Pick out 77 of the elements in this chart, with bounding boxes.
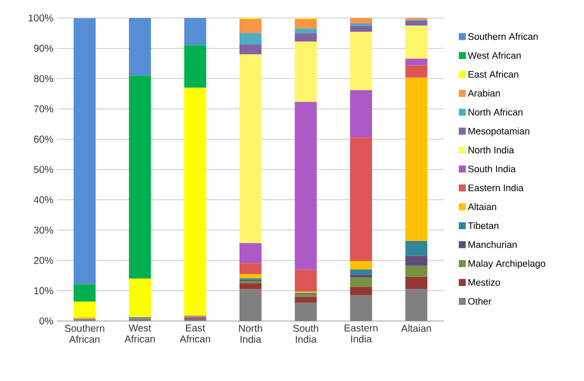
bar bbox=[294, 33, 317, 42]
bar bbox=[239, 263, 262, 274]
bar bbox=[239, 243, 262, 264]
y-tick-label: 60% bbox=[34, 136, 54, 143]
bar bbox=[294, 28, 317, 34]
bar bbox=[128, 278, 151, 318]
bar bbox=[128, 76, 151, 279]
legend-label: North African bbox=[468, 108, 522, 116]
y-tick-label: 10% bbox=[34, 287, 54, 294]
x-tick-label: Southern African bbox=[64, 324, 104, 343]
bar bbox=[405, 256, 428, 266]
bar bbox=[350, 274, 372, 278]
bar bbox=[294, 270, 317, 292]
y-tick-label: 20% bbox=[34, 256, 54, 264]
legend-label: Eastern India bbox=[468, 184, 524, 192]
legend-label: Altaian bbox=[468, 203, 496, 210]
bar bbox=[350, 32, 372, 90]
bar bbox=[239, 283, 262, 290]
y-tick-label: 0% bbox=[39, 317, 54, 325]
x-tick-label: South India bbox=[293, 324, 318, 343]
bar bbox=[294, 18, 317, 29]
bar bbox=[350, 90, 372, 138]
legend-label: Mestizo bbox=[468, 278, 500, 286]
x-tick-label: East African bbox=[180, 324, 210, 342]
bar bbox=[294, 296, 317, 303]
bar bbox=[239, 54, 262, 244]
x-tick-label: Eastern India bbox=[344, 324, 378, 342]
bar bbox=[405, 276, 428, 290]
bar bbox=[239, 274, 262, 278]
y-tick-label: 50% bbox=[34, 166, 54, 174]
legend-label: Tibetan bbox=[468, 222, 498, 230]
legend-label: South India bbox=[468, 165, 516, 172]
bar bbox=[405, 58, 428, 66]
bar bbox=[74, 302, 96, 318]
x-tick-label: Altaian bbox=[401, 324, 431, 332]
y-tick-label: 70% bbox=[34, 105, 54, 112]
bar bbox=[239, 33, 262, 44]
legend-label: West African bbox=[468, 52, 521, 59]
legend-label: North India bbox=[468, 146, 514, 154]
bar bbox=[405, 266, 428, 277]
bar bbox=[128, 18, 151, 76]
bar bbox=[350, 286, 372, 295]
bar bbox=[184, 45, 206, 88]
bar bbox=[239, 44, 262, 54]
y-tick-label: 80% bbox=[34, 75, 54, 82]
legend-label: Manchurian bbox=[468, 240, 517, 248]
bar bbox=[405, 26, 428, 59]
bar bbox=[405, 78, 428, 242]
y-tick-label: 100% bbox=[28, 14, 54, 22]
bar bbox=[350, 26, 372, 32]
bar bbox=[239, 18, 262, 34]
x-tick-label: West African bbox=[124, 324, 155, 342]
bar bbox=[405, 241, 428, 256]
legend-label: Malay Archipelago bbox=[468, 260, 546, 269]
bar bbox=[350, 261, 372, 270]
y-tick-label: 40% bbox=[34, 196, 54, 204]
bar bbox=[294, 42, 317, 102]
bar bbox=[350, 18, 372, 24]
bar bbox=[350, 269, 372, 275]
bar bbox=[405, 21, 428, 26]
bar bbox=[74, 18, 96, 284]
bar bbox=[350, 23, 372, 26]
bar bbox=[350, 138, 372, 262]
legend-label: East African bbox=[468, 70, 518, 78]
legend-label: Arabian bbox=[468, 90, 500, 97]
bar bbox=[74, 284, 96, 302]
bar bbox=[405, 65, 428, 78]
x-tick-label: North India bbox=[239, 324, 262, 343]
bar bbox=[184, 18, 206, 46]
bar bbox=[294, 102, 317, 270]
legend-label: Other bbox=[468, 298, 492, 305]
bar bbox=[350, 278, 372, 287]
y-tick-label: 90% bbox=[34, 44, 54, 52]
legend-label: Southern African bbox=[468, 32, 538, 40]
legend-label: Mesopotamian bbox=[468, 127, 530, 136]
y-tick-label: 30% bbox=[34, 226, 54, 234]
bar bbox=[184, 88, 206, 316]
